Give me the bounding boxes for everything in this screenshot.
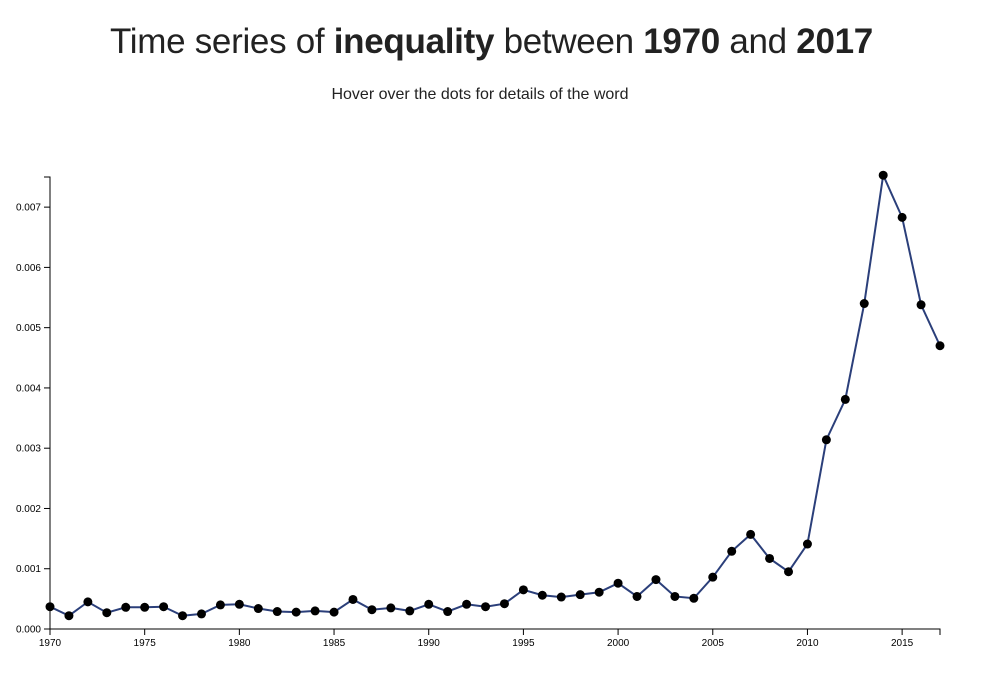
data-point[interactable] — [405, 606, 415, 616]
title-start-year: 1970 — [643, 22, 720, 61]
title-word: inequality — [333, 22, 495, 61]
data-point[interactable] — [272, 607, 282, 617]
x-tick-label: 1975 — [134, 638, 157, 649]
data-point[interactable] — [878, 170, 888, 180]
page-subtitle: Hover over the dots for details of the w… — [331, 86, 629, 103]
y-tick-label: 0.000 — [16, 625, 41, 636]
data-point[interactable] — [424, 599, 434, 609]
y-tick-label: 0.006 — [16, 263, 41, 274]
data-point[interactable] — [556, 592, 566, 602]
x-tick-label: 2000 — [607, 638, 630, 649]
y-tick-label: 0.001 — [16, 564, 41, 575]
data-point[interactable] — [443, 607, 453, 617]
data-point[interactable] — [708, 572, 718, 582]
data-point[interactable] — [310, 606, 320, 616]
data-point[interactable] — [234, 599, 244, 609]
data-point[interactable] — [215, 600, 225, 610]
data-point[interactable] — [859, 299, 869, 309]
data-point[interactable] — [367, 605, 377, 615]
data-point[interactable] — [159, 602, 169, 612]
x-tick-label: 2005 — [702, 638, 725, 649]
data-point[interactable] — [537, 590, 547, 600]
x-tick-label: 1985 — [323, 638, 346, 649]
y-axis: 0.000 0.001 0.002 0.003 0.004 0.005 0.006 0.007 — [16, 176, 51, 636]
y-tick-label: 0.004 — [16, 383, 41, 394]
y-tick-label: 0.003 — [16, 444, 41, 455]
data-point[interactable] — [575, 590, 585, 600]
data-point[interactable] — [935, 341, 945, 351]
data-point[interactable] — [916, 300, 926, 310]
x-axis: 1970 1975 1980 1985 1990 1995 2000 2005 2010 2015 — [39, 628, 941, 649]
data-point[interactable] — [840, 394, 850, 404]
data-point[interactable] — [765, 553, 775, 563]
data-point[interactable] — [670, 591, 680, 601]
data-point[interactable] — [518, 585, 528, 595]
x-tick-label: 2010 — [796, 638, 819, 649]
x-tick-label: 1990 — [418, 638, 441, 649]
title-end-year: 2017 — [796, 22, 873, 61]
data-point[interactable] — [348, 594, 358, 604]
data-point[interactable] — [746, 529, 756, 539]
data-point[interactable] — [784, 567, 794, 577]
data-point[interactable] — [613, 578, 623, 588]
title-prefix: Time series of — [110, 22, 325, 61]
data-point[interactable] — [291, 607, 301, 617]
x-axis-line — [49, 628, 941, 635]
y-tick-label: 0.007 — [16, 203, 41, 214]
data-point[interactable] — [253, 604, 263, 614]
data-point[interactable] — [689, 593, 699, 603]
data-point[interactable] — [632, 591, 642, 601]
page-title: Time series of inequality between 1970 a… — [0, 22, 983, 62]
y-axis-line — [44, 176, 51, 630]
y-tick-label: 0.002 — [16, 504, 41, 515]
data-point[interactable] — [727, 546, 737, 556]
data-point[interactable] — [386, 603, 396, 613]
data-point[interactable] — [178, 611, 188, 621]
data-point[interactable] — [651, 575, 661, 585]
title-joiner: and — [729, 22, 787, 61]
x-tick-label: 1995 — [512, 638, 535, 649]
data-point[interactable] — [462, 599, 472, 609]
title-middle: between — [503, 22, 635, 61]
data-point[interactable] — [802, 539, 812, 549]
data-point[interactable] — [121, 602, 131, 612]
data-points — [45, 170, 945, 621]
data-point[interactable] — [821, 435, 831, 445]
series-line — [49, 171, 941, 617]
data-point[interactable] — [83, 597, 93, 607]
data-point[interactable] — [64, 611, 74, 621]
data-point[interactable] — [140, 602, 150, 612]
data-point[interactable] — [196, 609, 206, 619]
data-point[interactable] — [45, 602, 55, 612]
x-tick-label: 2015 — [891, 638, 914, 649]
data-point[interactable] — [499, 599, 509, 609]
y-tick-label: 0.005 — [16, 323, 41, 334]
data-point[interactable] — [481, 602, 491, 612]
x-tick-label: 1970 — [39, 638, 62, 649]
data-point[interactable] — [102, 608, 112, 618]
data-point[interactable] — [897, 212, 907, 222]
data-point[interactable] — [329, 607, 339, 617]
x-tick-label: 1980 — [228, 638, 251, 649]
data-point[interactable] — [594, 587, 604, 597]
